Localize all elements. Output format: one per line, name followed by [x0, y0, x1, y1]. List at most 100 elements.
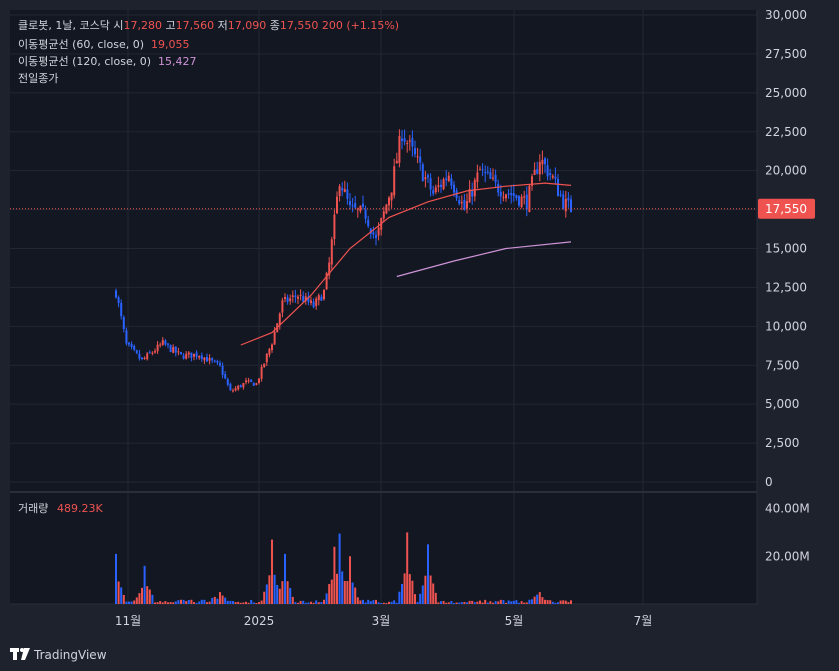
volume-bar	[141, 587, 143, 604]
candle-body	[481, 169, 484, 171]
volume-bar	[146, 586, 149, 604]
candle-body	[323, 290, 325, 300]
volume-bar	[377, 602, 380, 604]
candle-body	[502, 196, 505, 198]
volume-bar	[206, 602, 208, 604]
volume-bar	[528, 599, 531, 604]
current-price-badge	[758, 198, 815, 219]
volume-bar	[250, 599, 253, 604]
volume-bar	[559, 600, 562, 604]
candle-body	[146, 353, 149, 360]
candle-body	[289, 298, 292, 302]
candle-body	[219, 363, 221, 366]
candle-body	[398, 136, 401, 163]
candle-body	[562, 194, 565, 209]
candle-body	[408, 140, 411, 142]
candle-body	[338, 186, 341, 196]
candle-body	[281, 300, 284, 313]
legend-ma120-value: 15,427	[158, 55, 197, 68]
candle-body	[195, 352, 198, 357]
candle-body	[206, 356, 208, 362]
ma120-line	[396, 241, 572, 278]
candle-body	[284, 297, 286, 300]
candle-body	[518, 196, 520, 206]
candle-body	[416, 156, 419, 158]
legend-ohlc: 클로봇, 1날, 코스닥 시17,280 고17,560 저17,090 종17…	[18, 19, 399, 32]
candle-body	[564, 198, 567, 212]
volume-bar	[362, 599, 364, 604]
candle-body	[159, 344, 162, 346]
volume-bar	[291, 596, 294, 604]
candle-body	[167, 343, 169, 345]
candle-body	[174, 346, 177, 353]
volume-bar	[546, 600, 549, 604]
volume-bar	[172, 602, 175, 604]
volume-bar	[515, 600, 518, 604]
volume-bar	[525, 602, 528, 604]
volume-bar	[479, 600, 481, 604]
volume-bar	[278, 588, 281, 604]
candle-body	[239, 385, 242, 388]
volume-bar	[398, 591, 401, 604]
volume-bar	[208, 601, 211, 604]
candle-body	[115, 290, 117, 298]
candle-body	[557, 178, 559, 197]
volume-bar	[419, 593, 422, 604]
volume-bar	[333, 546, 336, 604]
volume-bar	[289, 587, 292, 604]
candle-body	[229, 383, 232, 391]
candle-body	[156, 344, 159, 352]
volume-bar	[518, 602, 520, 604]
candle-body	[356, 208, 359, 210]
candle-body	[531, 176, 533, 186]
volume-bar	[567, 602, 570, 604]
candle-body	[232, 390, 234, 392]
volume-bar	[304, 602, 307, 604]
volume-bar	[239, 602, 242, 604]
volume-bar	[224, 597, 227, 604]
volume-bar	[247, 602, 250, 604]
candle-body	[125, 330, 128, 344]
volume-bar	[544, 599, 546, 604]
candle-body	[364, 209, 367, 219]
volume-bar	[484, 599, 487, 604]
volume-bar	[323, 599, 325, 604]
candle-body	[492, 177, 494, 179]
volume-bar	[125, 601, 128, 604]
candle-body	[507, 193, 510, 195]
brand-name: TradingView	[33, 648, 107, 662]
volume-bar	[507, 600, 510, 604]
volume-bar	[549, 600, 552, 604]
volume-bar	[263, 591, 266, 604]
volume-bar	[414, 594, 416, 604]
volume-bar	[226, 600, 229, 604]
candle-body	[567, 197, 570, 201]
candle-body	[510, 193, 513, 196]
price-tick-label: 0	[765, 475, 773, 489]
candle-body	[135, 350, 138, 354]
candle-body	[489, 172, 492, 179]
candle-body	[336, 196, 338, 214]
candle-body	[463, 199, 466, 210]
volume-bar	[265, 584, 268, 604]
candle-body	[523, 196, 526, 198]
candle-body	[349, 201, 351, 205]
candle-body	[515, 195, 518, 199]
volume-bar	[252, 602, 255, 604]
volume-bar	[229, 600, 232, 604]
candle-body	[341, 187, 344, 191]
volume-bar	[354, 587, 357, 604]
volume-bar	[336, 573, 338, 604]
candle-body	[432, 190, 435, 194]
volume-bar	[138, 593, 141, 604]
volume-bar	[510, 601, 513, 604]
candle-body	[211, 358, 214, 361]
time-tick-label: 11월	[115, 614, 141, 628]
plot-background	[10, 10, 757, 604]
volume-bar	[551, 601, 554, 604]
volume-label: 거래량	[18, 502, 48, 515]
price-tick-label: 30,000	[765, 8, 807, 22]
candle-body	[551, 175, 554, 178]
candle-body	[466, 201, 468, 209]
